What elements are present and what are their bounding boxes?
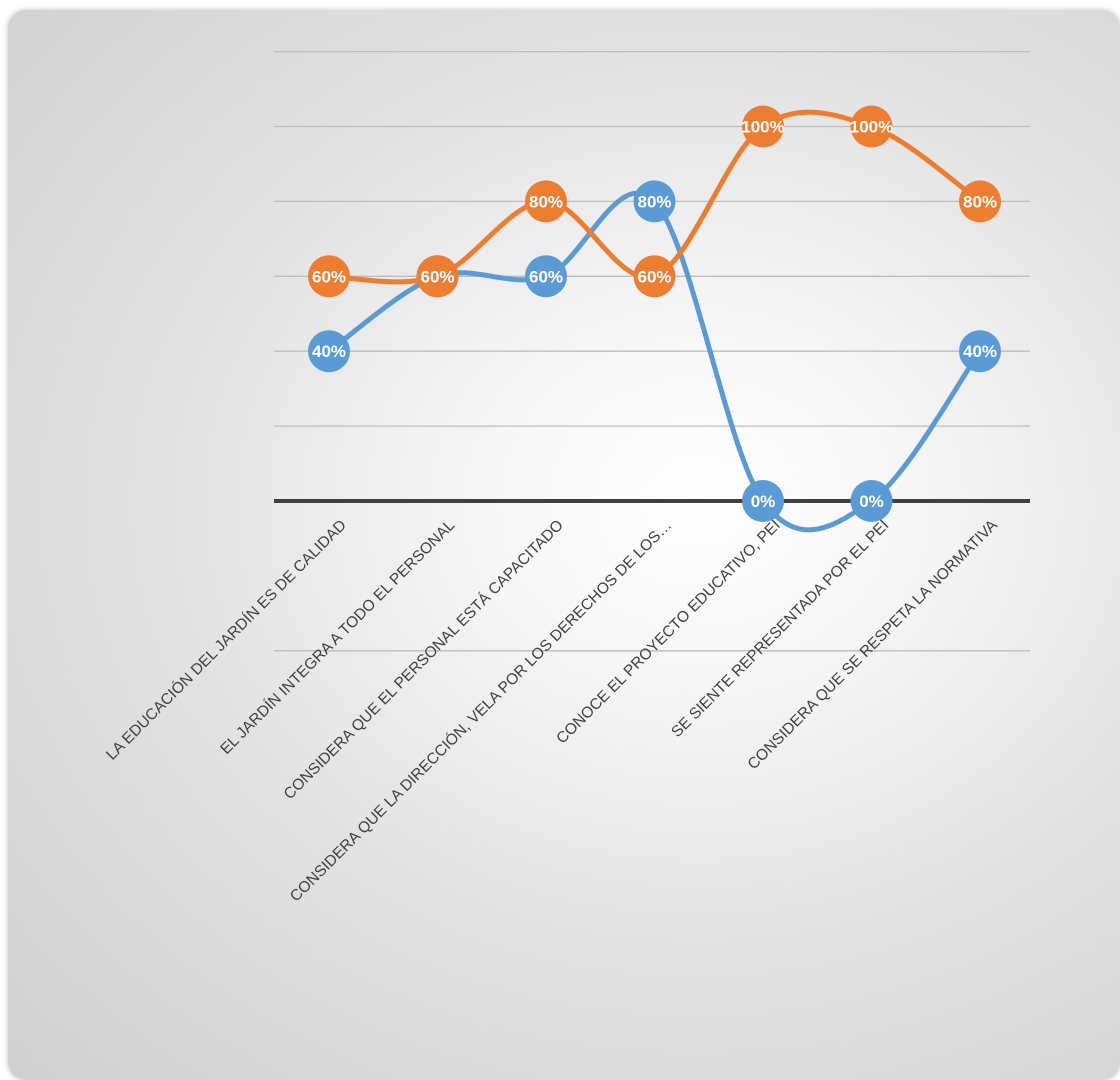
category-label: SE SIENTE REPRESENTADA POR EL PEI xyxy=(668,517,892,741)
category-label: CONSIDERA QUE SE RESPETA LA NORMATIVA xyxy=(745,516,1002,773)
data-label: 0% xyxy=(751,492,776,511)
data-point-marker xyxy=(416,255,459,298)
data-label: 60% xyxy=(420,267,454,286)
data-label: 100% xyxy=(741,118,784,137)
series-1-point: 0% xyxy=(742,480,784,522)
data-point-marker xyxy=(959,180,1001,223)
series-1-point: 0% xyxy=(850,480,893,522)
chart-card: 40%60%60%80%0%0%40%60%60%80%60%100%100%8… xyxy=(8,10,1120,1080)
category-label: CONOCE EL PROYECTO EDUCATIVO, PEI xyxy=(553,517,783,747)
series-1-point: 40% xyxy=(959,330,1001,373)
data-label: 40% xyxy=(312,342,346,361)
data-label: 80% xyxy=(529,192,563,211)
data-label: 60% xyxy=(529,267,563,286)
series-1-point: 80% xyxy=(633,180,676,223)
series-2-point: 100% xyxy=(850,105,893,148)
data-point-marker xyxy=(525,255,567,298)
data-label: 80% xyxy=(637,192,671,211)
data-label: 80% xyxy=(963,192,997,211)
category-label: LA EDUCACIÓN DEL JARDÍN ES DE CALIDAD xyxy=(103,517,350,764)
series-2-point: 60% xyxy=(308,255,350,298)
data-point-marker xyxy=(633,255,676,298)
gridlines xyxy=(274,50,1030,652)
line-chart: 40%60%60%80%0%0%40%60%60%80%60%100%100%8… xyxy=(103,50,1030,905)
data-label: 60% xyxy=(312,267,346,286)
data-point-marker xyxy=(308,255,350,298)
data-label: 0% xyxy=(859,492,884,511)
data-point-marker xyxy=(850,105,893,148)
series-2-point: 100% xyxy=(741,105,785,148)
series-2-point: 80% xyxy=(959,180,1001,223)
data-markers: 40%60%60%80%0%0%40%60%60%80%60%100%100%8… xyxy=(308,105,1001,522)
data-point-marker xyxy=(633,180,676,223)
series-1-point: 40% xyxy=(308,330,350,373)
category-label: CONSIDERA QUE LA DIRECCIÓN, VELA POR LOS… xyxy=(287,517,675,905)
series-lines xyxy=(326,109,983,533)
series-1-point: 60% xyxy=(525,255,567,298)
data-label: 60% xyxy=(637,267,671,286)
series-2-point: 60% xyxy=(416,255,459,298)
series-2-point: 80% xyxy=(525,180,567,223)
data-label: 100% xyxy=(850,118,893,137)
series-1-line xyxy=(326,190,983,533)
data-point-marker xyxy=(959,330,1001,373)
category-label: EL JARDÍN INTEGRA A TODO EL PERSONAL xyxy=(217,517,458,758)
series-2-point: 60% xyxy=(633,255,676,298)
data-point-marker xyxy=(742,105,784,148)
data-point-marker xyxy=(525,180,567,223)
data-point-marker xyxy=(308,330,350,373)
data-label: 40% xyxy=(963,342,997,361)
data-point-marker xyxy=(850,480,893,522)
data-point-marker xyxy=(742,480,784,522)
category-labels: LA EDUCACIÓN DEL JARDÍN ES DE CALIDADEL … xyxy=(103,516,1001,905)
